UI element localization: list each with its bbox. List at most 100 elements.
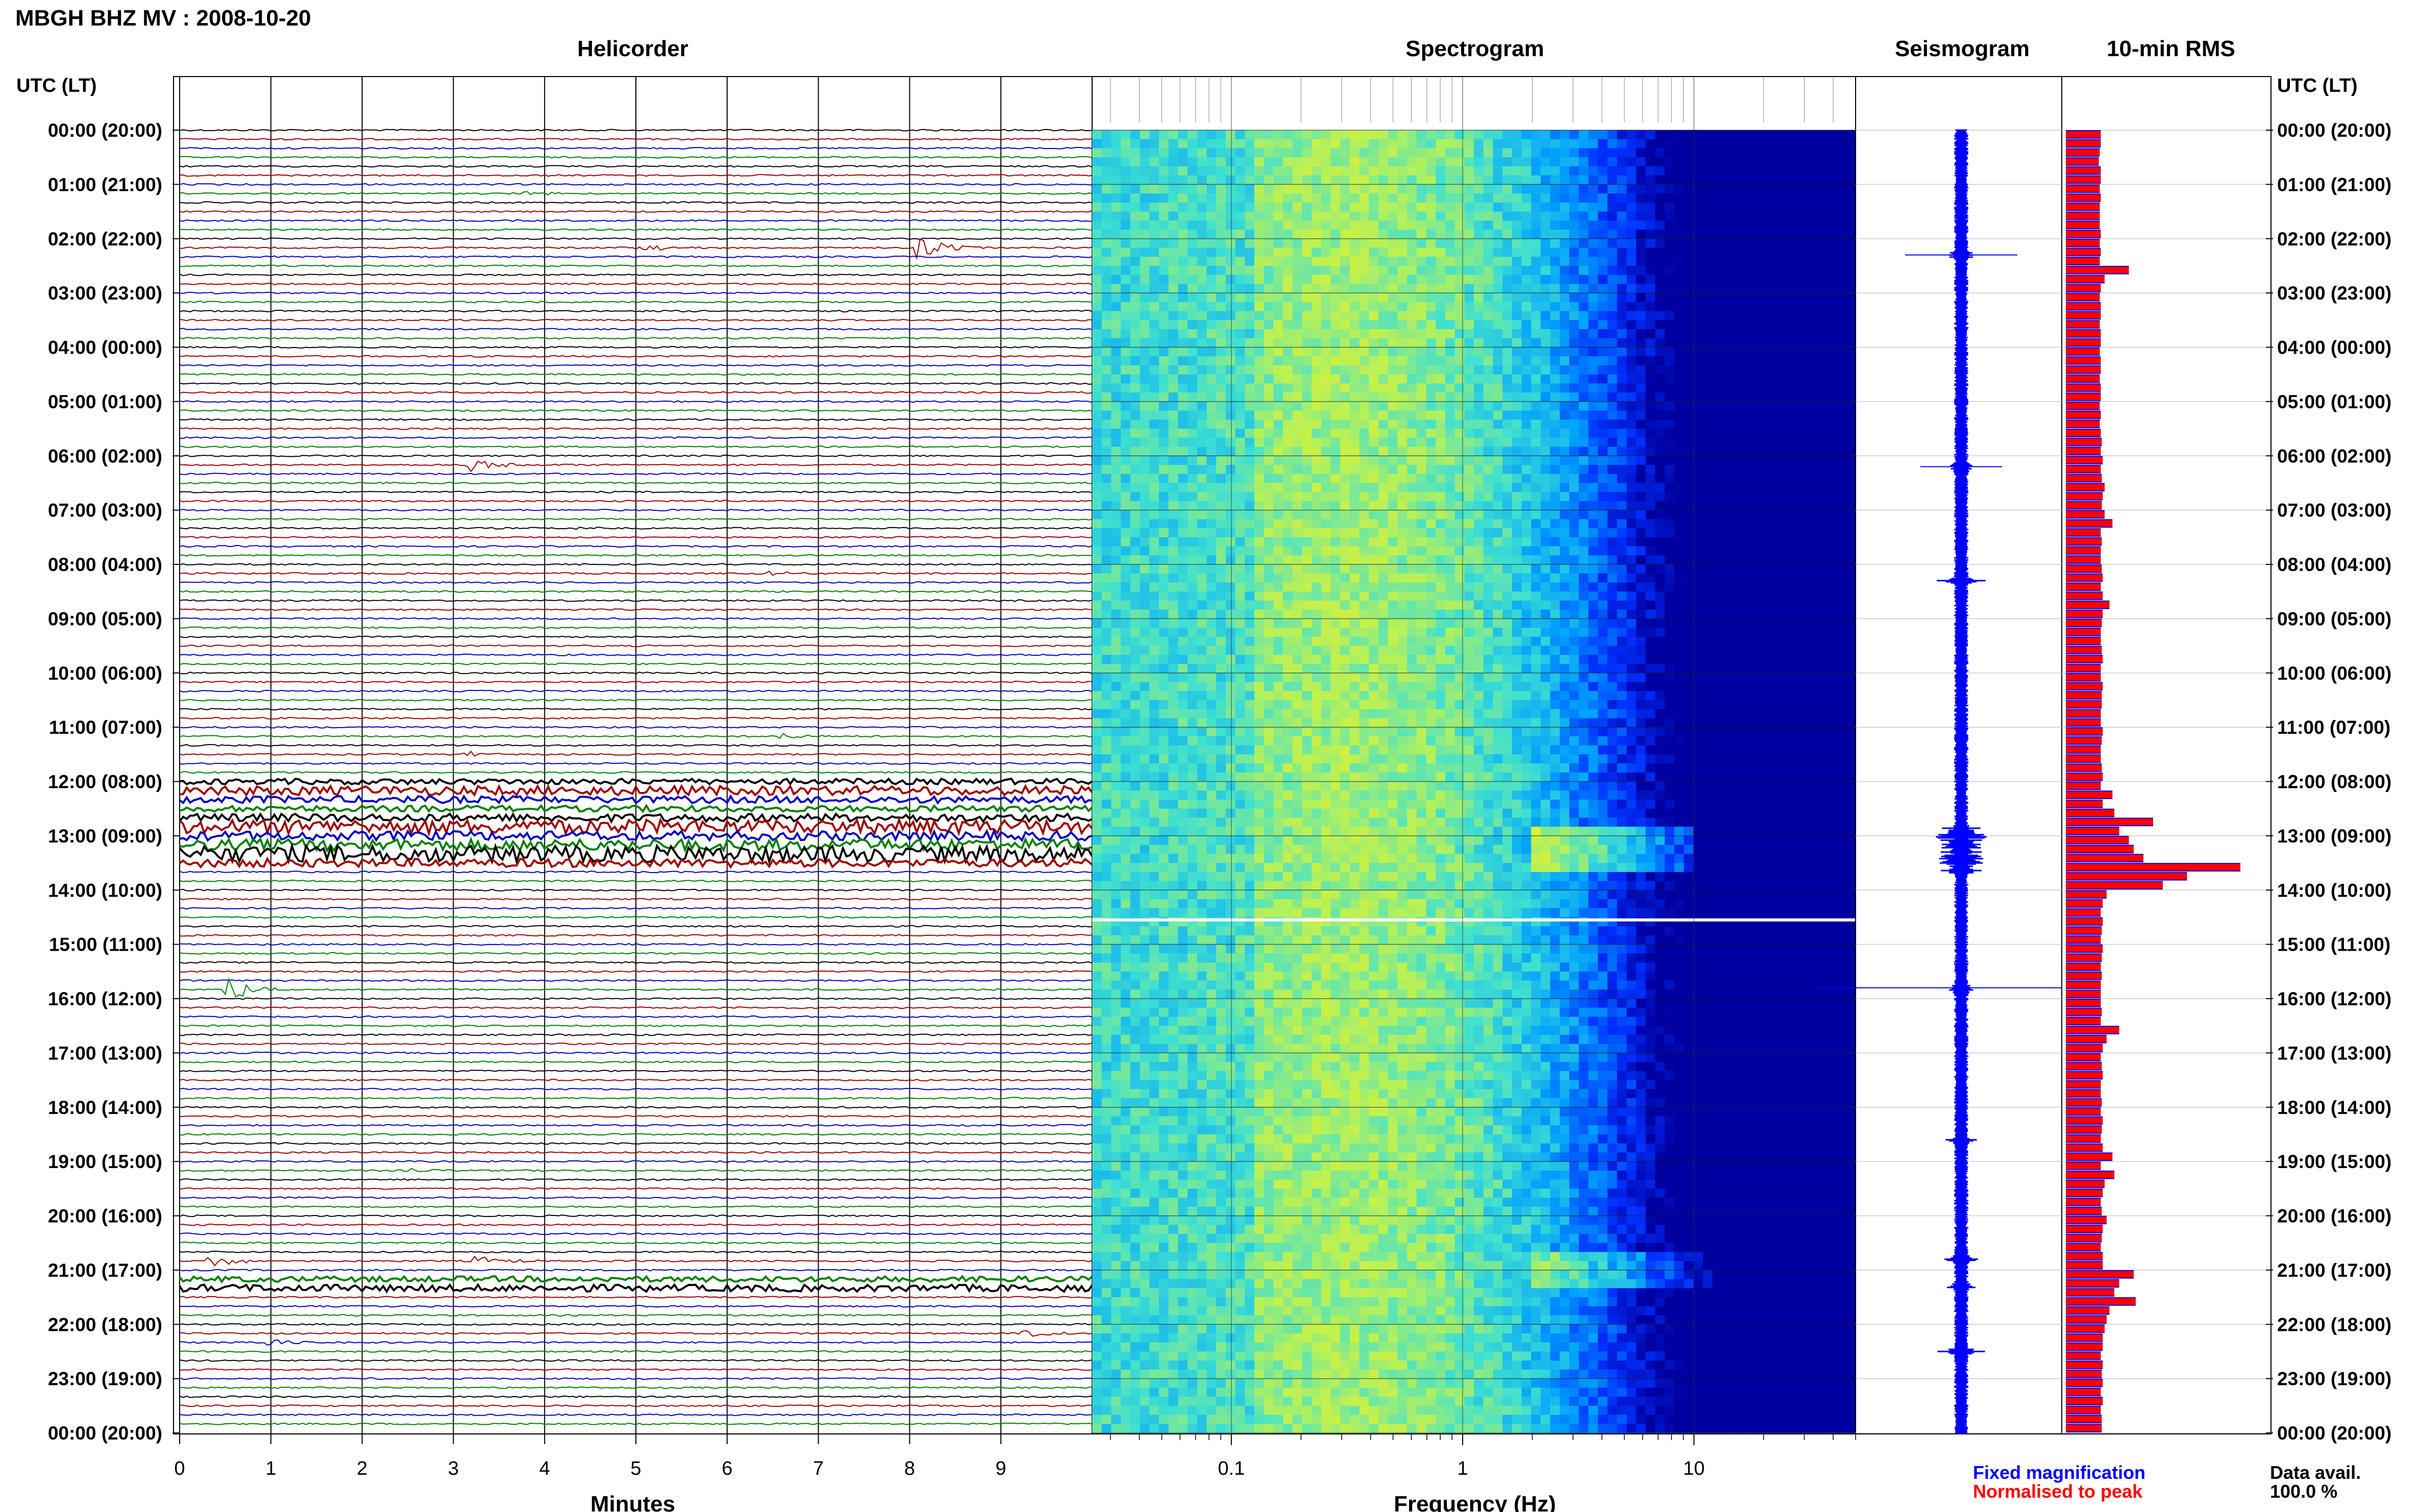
spectrogram-cell	[1693, 465, 1704, 475]
spectrogram-cell	[1302, 510, 1312, 519]
spectrogram-cell	[1302, 519, 1312, 529]
spectrogram-cell	[1216, 338, 1226, 348]
spectrogram-cell	[1483, 492, 1494, 502]
spectrogram-cell	[1645, 275, 1656, 284]
spectrogram-cell	[1149, 474, 1159, 483]
spectrogram-cell	[1149, 456, 1159, 465]
spectrogram-cell	[1178, 401, 1188, 411]
spectrogram-cell	[1636, 383, 1646, 393]
spectrogram-cell	[1340, 492, 1350, 502]
spectrogram-cell	[1436, 447, 1446, 456]
spectrogram-cell	[1397, 193, 1408, 203]
spectrogram-cell	[1188, 618, 1198, 628]
spectrogram-cell	[1140, 230, 1150, 239]
spectrogram-cell	[1245, 193, 1255, 203]
spectrogram-cell	[1397, 537, 1408, 547]
spectrogram-cell	[1817, 573, 1828, 583]
spectrogram-cell	[1626, 157, 1637, 167]
helicorder-trace	[179, 291, 1093, 294]
spectrogram-cell	[1636, 519, 1646, 529]
spectrogram-cell	[1235, 184, 1245, 194]
spectrogram-cell	[1426, 311, 1436, 320]
spectrogram-cell	[1130, 600, 1141, 610]
spectrogram-cell	[1769, 374, 1780, 384]
spectrogram-cell	[1216, 492, 1226, 502]
spectrogram-cell	[1321, 247, 1331, 257]
spectrogram-cell	[1397, 600, 1408, 610]
spectrogram-cell	[1741, 247, 1751, 257]
spectrogram-cell	[1684, 175, 1694, 185]
spectrogram-cell	[1216, 392, 1226, 402]
helicorder-trace	[179, 898, 1093, 901]
spectrogram-cell	[1769, 257, 1780, 266]
spectrogram-cell	[1464, 383, 1474, 393]
spectrogram-cell	[1684, 591, 1694, 601]
spectrogram-cell	[1168, 184, 1179, 194]
spectrogram-cell	[1674, 465, 1685, 475]
spectrogram-cell	[1140, 501, 1150, 511]
spectrogram-cell	[1722, 591, 1732, 601]
spectrogram-cell	[1225, 564, 1236, 574]
spectrogram-cell	[1397, 211, 1408, 221]
spectrogram-cell	[1168, 202, 1179, 212]
spectrogram-cell	[1349, 519, 1360, 529]
spectrogram-cell	[1436, 528, 1446, 538]
spectrogram-cell	[1769, 546, 1780, 556]
spectrogram-cell	[1158, 456, 1169, 465]
spectrogram-cell	[1454, 139, 1465, 148]
spectrogram-cell	[1712, 573, 1722, 583]
spectrogram-cell	[1550, 284, 1561, 293]
spectrogram-cell	[1598, 564, 1608, 574]
spectrogram-cell	[1808, 519, 1818, 529]
spectrogram-cell	[1254, 275, 1265, 284]
spectrogram-cell	[1092, 329, 1102, 339]
spectrogram-cell	[1665, 501, 1675, 511]
spectrogram-cell	[1330, 284, 1341, 293]
spectrogram-cell	[1149, 519, 1159, 529]
spectrogram-cell	[1569, 293, 1579, 303]
spectrogram-cell	[1483, 320, 1494, 330]
spectrogram-cell	[1560, 401, 1570, 411]
spectrogram-cell	[1731, 211, 1742, 221]
spectrogram-cell	[1789, 555, 1799, 565]
spectrogram-cell	[1245, 220, 1255, 230]
spectrogram-cell	[1741, 465, 1751, 475]
spectrogram-cell	[1760, 257, 1770, 266]
spectrogram-cell	[1216, 293, 1226, 303]
spectrogram-cell	[1617, 374, 1627, 384]
spectrogram-cell	[1779, 356, 1789, 366]
spectrogram-cell	[1702, 374, 1713, 384]
spectrogram-cell	[1712, 347, 1722, 357]
spectrogram-cell	[1684, 483, 1694, 492]
spectrogram-cell	[1292, 230, 1303, 239]
spectrogram-cell	[1178, 437, 1188, 448]
spectrogram-cell	[1493, 447, 1503, 456]
spectrogram-cell	[1330, 157, 1341, 167]
spectrogram-cell	[1655, 437, 1665, 448]
spectrogram-cell	[1349, 202, 1360, 212]
spectrogram-cell	[1836, 655, 1847, 664]
spectrogram-cell	[1407, 148, 1417, 158]
spectrogram-cell	[1655, 175, 1665, 185]
spectrogram-cell	[1359, 293, 1370, 303]
spectrogram-cell	[1121, 546, 1131, 556]
spectrogram-cell	[1454, 265, 1465, 276]
spectrogram-title: Spectrogram	[1405, 36, 1544, 61]
spectrogram-cell	[1454, 329, 1465, 339]
spectrogram-cell	[1760, 293, 1770, 303]
spectrogram-cell	[1197, 320, 1207, 330]
spectrogram-cell	[1397, 474, 1408, 483]
spectrogram-cell	[1588, 347, 1598, 357]
spectrogram-cell	[1254, 437, 1265, 448]
helicorder-trace	[179, 626, 1093, 629]
spectrogram-cell	[1560, 284, 1570, 293]
spectrogram-cell	[1836, 311, 1847, 320]
spectrogram-cell	[1092, 664, 1102, 674]
spectrogram-cell	[1645, 646, 1656, 655]
spectrogram-cell	[1178, 600, 1188, 610]
spectrogram-cell	[1512, 184, 1522, 194]
spectrogram-cell	[1436, 609, 1446, 619]
spectrogram-cell	[1760, 401, 1770, 411]
spectrogram-cell	[1540, 148, 1551, 158]
spectrogram-cell	[1588, 148, 1598, 158]
